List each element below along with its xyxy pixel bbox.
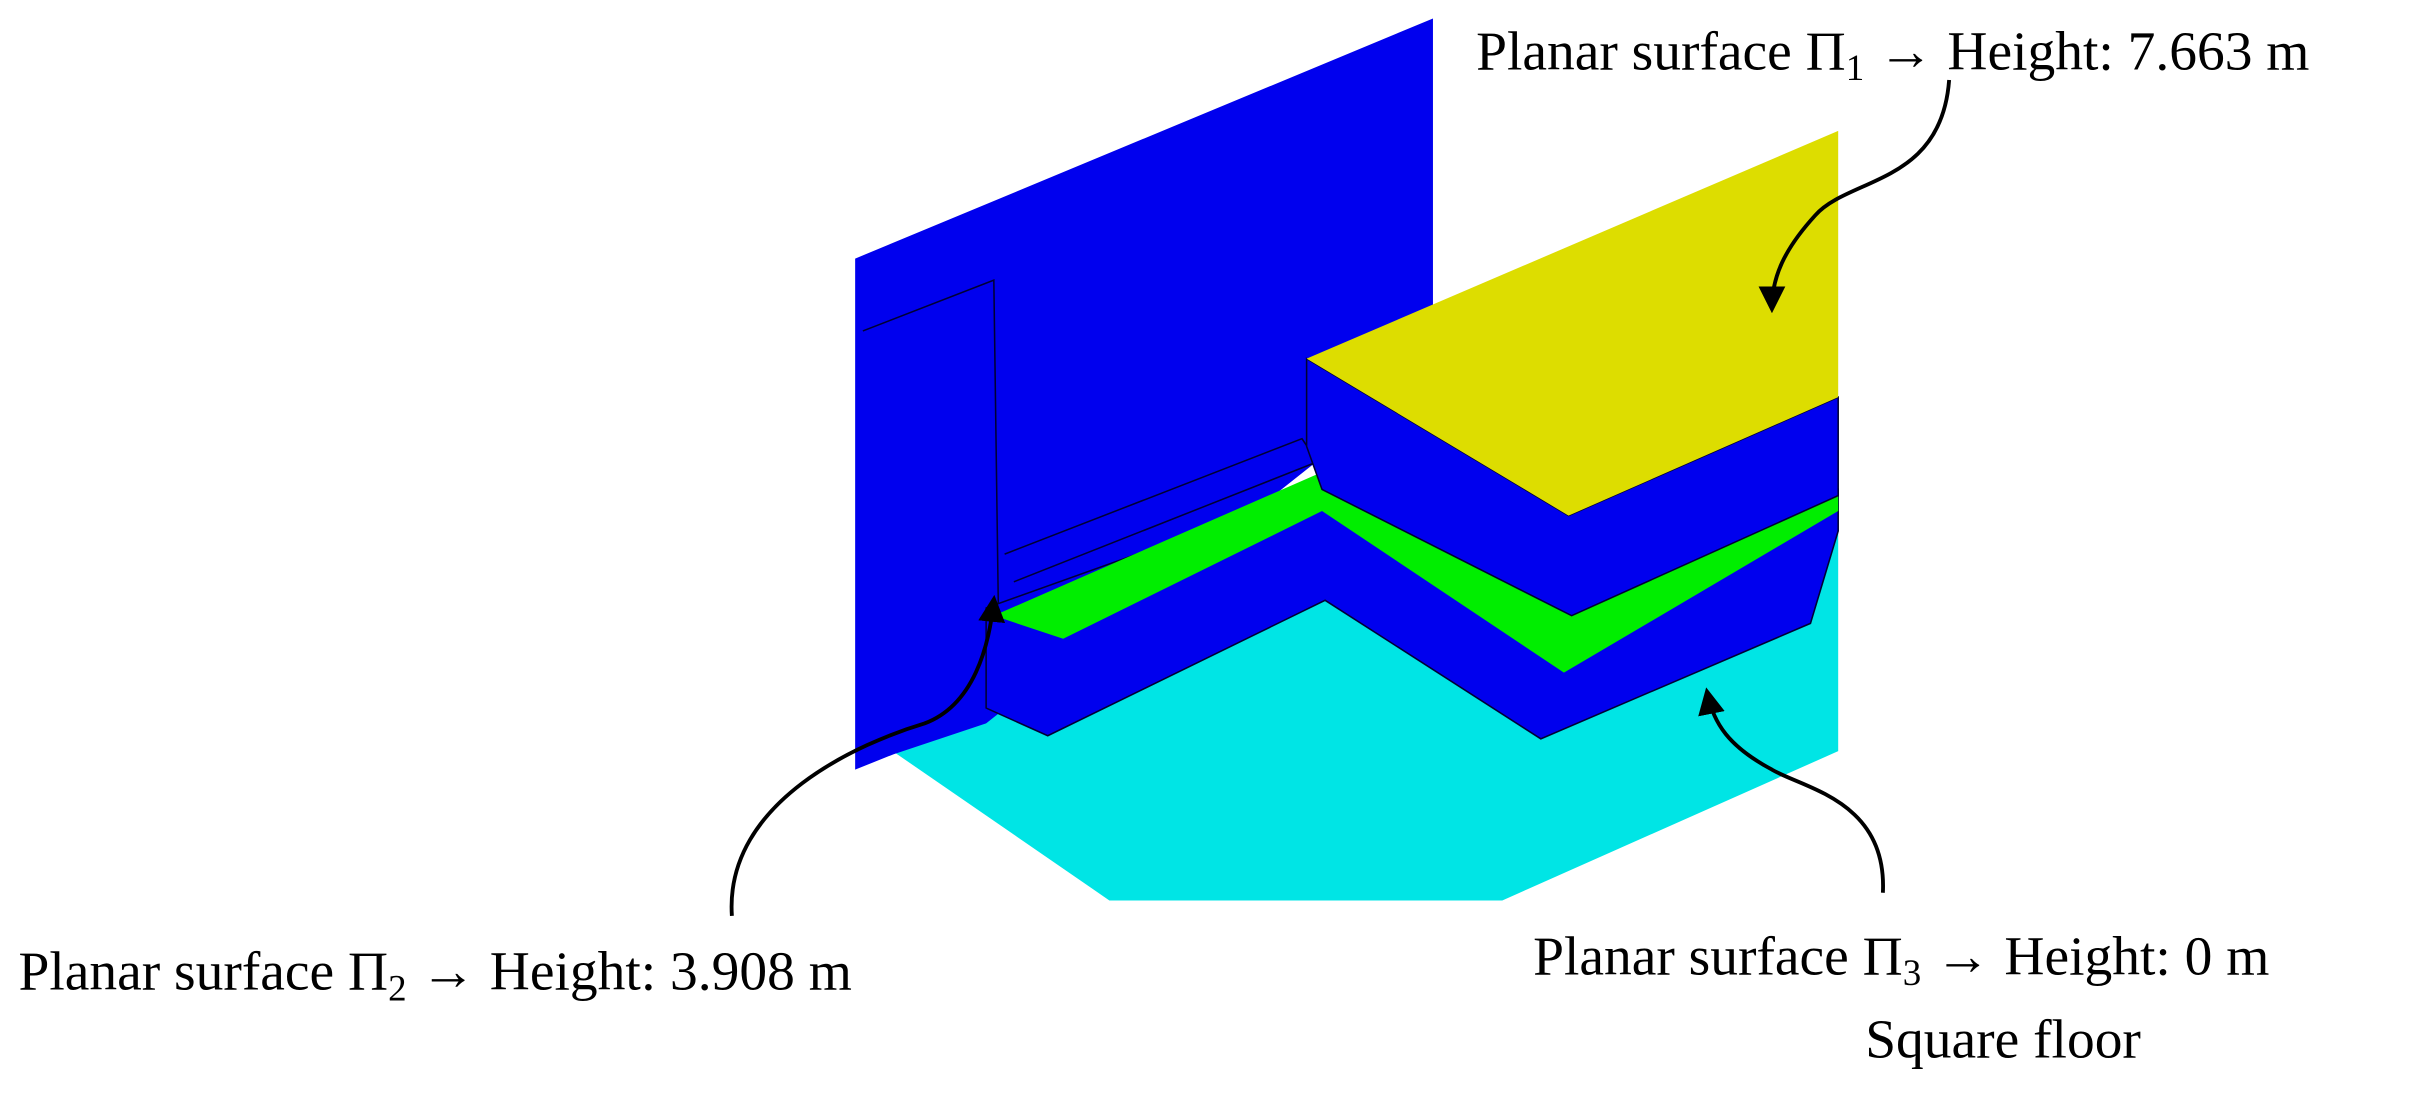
label-height: → Height: 7.663 m bbox=[1864, 20, 2309, 81]
arrow bbox=[1758, 79, 1952, 314]
label-subscript: 2 bbox=[388, 968, 406, 1009]
middle-surface bbox=[993, 474, 1839, 673]
label-text: Planar surface Π bbox=[1476, 20, 1846, 81]
arrows bbox=[729, 79, 1952, 916]
back-wall bbox=[855, 18, 1433, 770]
surface-note: Square floor bbox=[1865, 1008, 2141, 1069]
label-subscript: 3 bbox=[1903, 952, 1921, 993]
wall-edge bbox=[862, 279, 1000, 616]
surface-label: Planar surface Π2 → Height: 3.908 m bbox=[18, 941, 851, 1009]
model bbox=[855, 18, 1839, 901]
label-text: Planar surface Π bbox=[18, 941, 388, 1002]
label-height: → Height: 0 m bbox=[1921, 925, 2269, 986]
label-text: Planar surface Π bbox=[1533, 925, 1903, 986]
upper-surface bbox=[1306, 130, 1839, 516]
label-height: → Height: 3.908 m bbox=[407, 941, 852, 1002]
surface-label: Planar surface Π1 → Height: 7.663 m bbox=[1476, 20, 2309, 88]
label-subscript: 1 bbox=[1846, 47, 1864, 88]
arrow bbox=[729, 594, 1006, 916]
surface-label: Planar surface Π3 → Height: 0 m bbox=[1533, 925, 2269, 993]
arrow bbox=[1698, 687, 1885, 893]
